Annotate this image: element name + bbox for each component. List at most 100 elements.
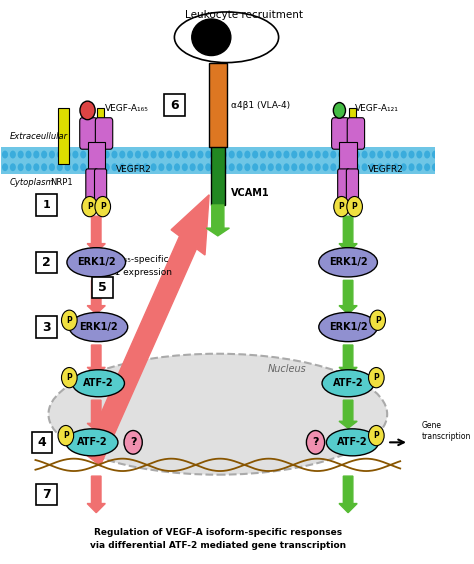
Text: P: P — [339, 202, 345, 211]
Text: ERK1/2: ERK1/2 — [329, 257, 367, 267]
Circle shape — [18, 164, 24, 171]
FancyBboxPatch shape — [211, 144, 225, 205]
Circle shape — [409, 151, 415, 158]
Text: VEGF-A₁₂₁: VEGF-A₁₂₁ — [355, 104, 399, 113]
Circle shape — [432, 164, 438, 171]
Text: VEGFR2: VEGFR2 — [368, 165, 403, 174]
Circle shape — [197, 151, 203, 158]
Circle shape — [268, 151, 274, 158]
Text: VEGF-A₁₆₅: VEGF-A₁₆₅ — [105, 104, 149, 113]
Text: via differential ATF-2 mediated gene transcription: via differential ATF-2 mediated gene tra… — [90, 541, 346, 550]
FancyBboxPatch shape — [95, 118, 113, 149]
Circle shape — [82, 196, 98, 217]
Text: ATF-2: ATF-2 — [337, 437, 368, 447]
Circle shape — [338, 164, 344, 171]
Text: VEGF-A₁₆₅-specific: VEGF-A₁₆₅-specific — [88, 255, 170, 264]
Circle shape — [73, 151, 78, 158]
FancyBboxPatch shape — [36, 252, 57, 273]
Ellipse shape — [192, 19, 231, 55]
Circle shape — [228, 164, 235, 171]
Text: P: P — [87, 202, 92, 211]
Circle shape — [127, 151, 133, 158]
FancyBboxPatch shape — [88, 143, 105, 172]
Text: P: P — [374, 431, 379, 440]
Text: P: P — [66, 316, 72, 325]
Text: ATF-2: ATF-2 — [333, 378, 364, 388]
Circle shape — [104, 164, 109, 171]
Ellipse shape — [327, 429, 379, 456]
Text: ATF-2: ATF-2 — [77, 437, 107, 447]
Circle shape — [135, 151, 141, 158]
Circle shape — [205, 151, 211, 158]
Text: P: P — [63, 431, 69, 440]
FancyArrow shape — [87, 280, 105, 314]
Ellipse shape — [174, 12, 279, 63]
Text: P: P — [100, 202, 106, 211]
Circle shape — [385, 151, 391, 158]
FancyBboxPatch shape — [92, 277, 113, 298]
Text: 1: 1 — [42, 200, 50, 210]
Circle shape — [377, 151, 383, 158]
FancyArrow shape — [87, 216, 105, 253]
Text: Nucleus: Nucleus — [268, 364, 307, 374]
FancyBboxPatch shape — [80, 118, 97, 149]
Text: ?: ? — [130, 437, 137, 447]
Circle shape — [166, 151, 172, 158]
Circle shape — [368, 368, 384, 388]
Circle shape — [88, 151, 94, 158]
FancyBboxPatch shape — [36, 484, 57, 505]
Circle shape — [151, 164, 156, 171]
Text: P: P — [66, 373, 72, 382]
FancyBboxPatch shape — [97, 108, 104, 164]
Circle shape — [10, 151, 16, 158]
Circle shape — [260, 164, 266, 171]
Circle shape — [174, 151, 180, 158]
FancyArrow shape — [83, 195, 209, 465]
Circle shape — [330, 151, 337, 158]
Circle shape — [424, 151, 430, 158]
Ellipse shape — [333, 103, 346, 118]
Circle shape — [291, 164, 297, 171]
Circle shape — [182, 164, 188, 171]
FancyBboxPatch shape — [0, 147, 435, 174]
Ellipse shape — [73, 370, 125, 396]
Circle shape — [64, 151, 71, 158]
Circle shape — [49, 164, 55, 171]
Circle shape — [354, 151, 360, 158]
Circle shape — [401, 164, 407, 171]
Circle shape — [338, 151, 344, 158]
Circle shape — [291, 151, 297, 158]
FancyBboxPatch shape — [32, 431, 52, 453]
Circle shape — [362, 151, 368, 158]
Ellipse shape — [48, 354, 387, 475]
Text: ATF-2: ATF-2 — [83, 378, 114, 388]
Text: Regulation of VEGF-A isoform-specific responses: Regulation of VEGF-A isoform-specific re… — [94, 528, 342, 537]
Circle shape — [57, 164, 63, 171]
Ellipse shape — [69, 312, 128, 342]
Circle shape — [244, 164, 250, 171]
Circle shape — [57, 151, 63, 158]
FancyBboxPatch shape — [164, 94, 185, 116]
Circle shape — [299, 151, 305, 158]
Circle shape — [166, 164, 172, 171]
Circle shape — [119, 151, 125, 158]
Circle shape — [18, 151, 24, 158]
Circle shape — [275, 164, 282, 171]
Circle shape — [135, 164, 141, 171]
Circle shape — [401, 151, 407, 158]
Circle shape — [252, 164, 258, 171]
Circle shape — [322, 151, 328, 158]
Ellipse shape — [66, 429, 118, 456]
Ellipse shape — [306, 430, 325, 454]
FancyArrow shape — [87, 400, 105, 431]
FancyBboxPatch shape — [86, 169, 98, 210]
Circle shape — [62, 368, 77, 388]
Circle shape — [362, 164, 368, 171]
FancyBboxPatch shape — [346, 169, 358, 210]
Circle shape — [182, 151, 188, 158]
Text: Extraceullular: Extraceullular — [9, 133, 67, 142]
Circle shape — [307, 151, 313, 158]
Circle shape — [368, 425, 384, 446]
FancyBboxPatch shape — [36, 194, 57, 215]
Circle shape — [111, 164, 118, 171]
